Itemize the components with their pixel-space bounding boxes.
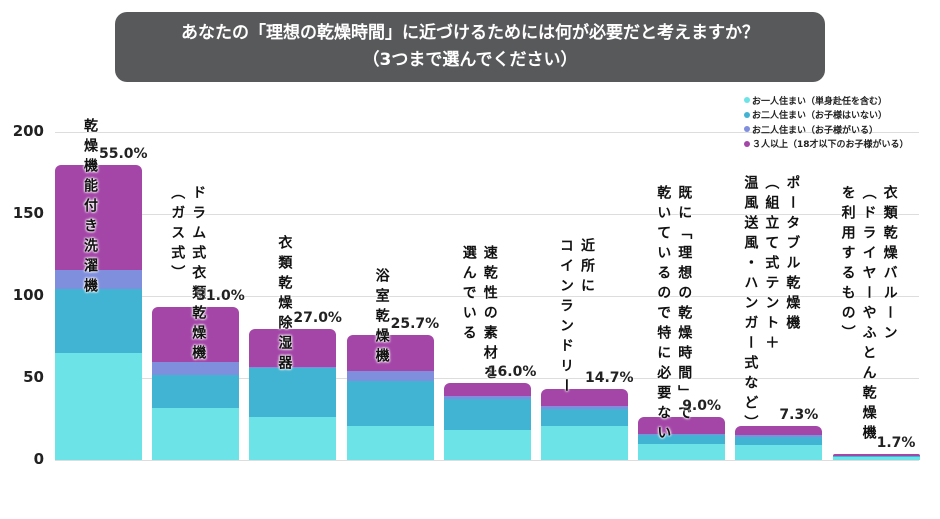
category-label-line: （ドライヤーやふとん乾燥機 — [860, 185, 877, 445]
bar-segment — [735, 437, 823, 446]
bar-segment — [249, 328, 337, 367]
bar-segment — [249, 368, 337, 418]
category-label-line: （ガス式） — [169, 185, 186, 285]
percent-label: 27.0% — [293, 309, 342, 326]
percent-label: 16.0% — [487, 363, 537, 380]
bar-segment — [152, 307, 240, 362]
category-label: 浴室乾燥機 — [371, 268, 392, 368]
bar-segment — [735, 425, 823, 436]
bar-segment — [346, 425, 434, 460]
category-label: ポータブル乾燥機 （組立て式テント＋ 温風送風・ハンガー式など） — [739, 175, 802, 435]
legend-item: ３人以上（18才以下のお子様がいる） — [744, 137, 909, 152]
gridline — [55, 296, 919, 297]
legend: お一人住まい（単身赴任を含む） お二人住まい（お子様はいない） お二人住まい（お子様… — [744, 93, 909, 151]
bar-segment — [832, 454, 920, 456]
legend-item: お二人住まい（お子様がいる） — [744, 122, 909, 137]
bar-segment — [55, 353, 142, 460]
category-label: 速乾性の素材を 選んでいる — [458, 245, 500, 385]
category-label-line: 近所に — [579, 238, 595, 298]
title-line-2: （3つまで選んでください） — [362, 50, 578, 70]
bar-segment — [735, 445, 823, 460]
category-label-line: コインランドリー — [558, 238, 574, 398]
category-label: 衣類乾燥除湿器 — [273, 235, 294, 375]
bar-segment — [832, 455, 920, 457]
bar-segment — [152, 361, 240, 375]
bar-segment — [443, 430, 531, 460]
gridline — [55, 460, 919, 461]
bar-segment — [346, 335, 434, 372]
category-label-line: 選んでいる — [460, 245, 477, 345]
bar-segment — [55, 164, 142, 270]
bar-segment — [832, 456, 920, 460]
category-label-line: 温風送風・ハンガー式など） — [742, 175, 759, 435]
bar-segment — [443, 396, 531, 400]
bar-segment — [638, 435, 726, 444]
category-label-line: ポータブル乾燥機 — [784, 175, 801, 335]
bar-segment — [541, 425, 628, 460]
category-label: 乾燥機能付き洗濯機 — [79, 118, 100, 298]
legend-item: お二人住まい（お子様はいない） — [744, 108, 909, 123]
percent-label: 31.0% — [196, 288, 245, 305]
legend-label: お二人住まい（お子様がいる） — [752, 125, 879, 136]
percent-label: 9.0% — [682, 398, 722, 415]
legend-label: お二人住まい（お子様はいない） — [752, 111, 888, 122]
legend-label: お一人住まい（単身赴任を含む） — [752, 96, 888, 107]
chart-title: あなたの「理想の乾燥時間」に近づけるためには何が必要だと考えますか？ （3つまで… — [115, 12, 825, 82]
bar-segment — [346, 381, 434, 426]
legend-marker-icon — [744, 111, 750, 118]
percent-label: 14.7% — [585, 370, 634, 387]
percent-label: 25.7% — [390, 316, 440, 333]
category-label: 衣類乾燥バルーン （ドライヤーやふとん乾燥機 を利用するもの） — [837, 185, 900, 445]
bar-segment — [443, 399, 531, 431]
legend-item: お一人住まい（単身赴任を含む） — [744, 93, 909, 108]
gridline — [55, 378, 919, 379]
bar-segment — [541, 405, 628, 410]
category-label-line: ドラム式衣類乾燥機 — [190, 185, 207, 365]
gridline — [55, 214, 919, 215]
bar-segment — [638, 443, 726, 460]
legend-marker-icon — [744, 97, 750, 104]
bar-segment — [638, 433, 726, 436]
percent-label: 55.0% — [99, 145, 148, 162]
title-line-1: あなたの「理想の乾燥時間」に近づけるためには何が必要だと考えますか？ — [181, 23, 759, 43]
category-label-line: を利用するもの） — [839, 185, 856, 345]
bar-segment — [735, 435, 823, 438]
y-tick-label: 200 — [12, 122, 44, 140]
bar-segment — [541, 409, 628, 426]
category-label: ドラム式衣類乾燥機 （ガス式） — [166, 185, 208, 365]
legend-marker-icon — [744, 140, 750, 147]
category-label-line: 乾燥機能付き洗濯機 — [82, 118, 98, 298]
bar-segment — [55, 269, 142, 290]
category-label-line: 速乾性の素材を — [481, 245, 498, 385]
legend-label: ３人以上（18才以下のお子様がいる） — [752, 140, 909, 151]
bar-segment — [152, 407, 240, 460]
category-label: 近所に コインランドリー — [555, 238, 597, 398]
category-label-line: 既に「理想の乾燥時間」で — [676, 185, 693, 425]
percent-label: 1.7% — [876, 435, 916, 452]
bar-segment — [346, 371, 434, 382]
bar-segment — [443, 382, 531, 397]
bar-segment — [541, 389, 628, 406]
y-tick-label: 100 — [12, 286, 44, 304]
category-label-line: 衣類乾燥除湿器 — [276, 235, 293, 375]
bar-segment — [638, 417, 726, 434]
category-label-line: 乾いているので特に必要ない — [655, 185, 672, 445]
category-label: 既に「理想の乾燥時間」で 乾いているので特に必要ない — [652, 185, 694, 445]
category-label-line: 衣類乾燥バルーン — [881, 185, 898, 345]
bar-segment — [249, 366, 337, 369]
category-label-line: （組立て式テント＋ — [763, 175, 780, 355]
y-tick-label: 0 — [33, 450, 44, 468]
gridline — [55, 132, 919, 133]
legend-marker-icon — [744, 126, 750, 133]
y-tick-label: 150 — [12, 204, 44, 222]
bar-segment — [55, 289, 142, 354]
percent-label: 7.3% — [779, 406, 819, 423]
bar-segment — [249, 417, 337, 460]
y-tick-label: 50 — [23, 368, 44, 386]
category-label-line: 浴室乾燥機 — [373, 268, 390, 368]
bar-segment — [152, 374, 240, 408]
